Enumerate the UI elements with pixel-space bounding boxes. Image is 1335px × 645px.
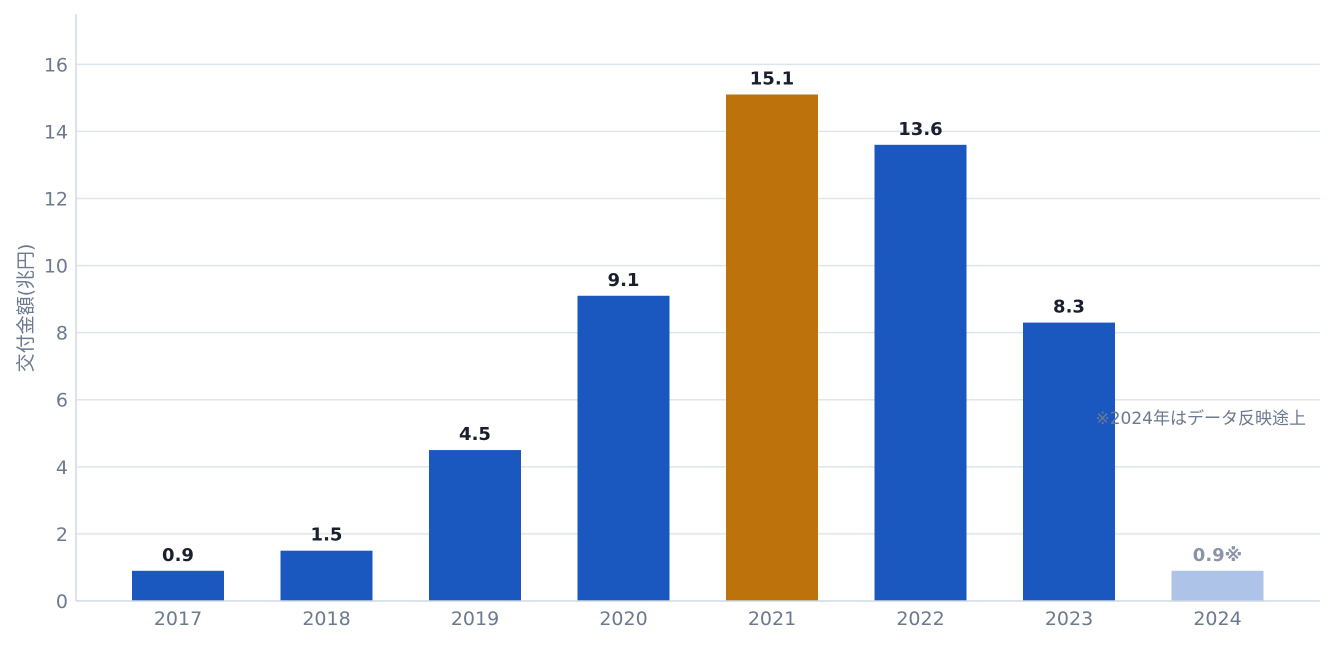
data-label-2023: 8.3 — [1053, 297, 1085, 318]
bar-2017 — [132, 570, 224, 601]
x-tick-label: 2023 — [1045, 608, 1093, 630]
y-tick-label: 10 — [44, 256, 68, 278]
bar-2019 — [429, 450, 521, 601]
y-tick-label: 16 — [44, 54, 68, 76]
annotation-note: ※2024年はデータ反映途上 — [1095, 408, 1306, 429]
x-tick-label: 2022 — [896, 608, 944, 630]
data-label-2018: 1.5 — [311, 525, 343, 546]
bars — [132, 94, 1264, 601]
x-axis-ticks: 2017 2018 2019 2020 2021 2022 2023 2024 — [154, 608, 1242, 630]
data-labels: 0.9 1.5 4.5 9.1 15.1 13.6 8.3 0.9※ — [162, 69, 1242, 566]
grid-lines — [76, 63, 1320, 535]
y-tick-label: 2 — [56, 524, 68, 546]
data-label-2020: 9.1 — [608, 270, 640, 291]
y-tick-label: 8 — [56, 323, 68, 345]
bar-2020 — [577, 295, 670, 601]
y-axis-ticks: 0 2 4 6 8 10 12 14 16 — [44, 54, 68, 613]
data-label-2022: 13.6 — [898, 119, 942, 140]
data-label-2019: 4.5 — [459, 424, 491, 445]
y-tick-label: 0 — [56, 591, 68, 613]
bar-2024 — [1171, 570, 1264, 601]
bar-2022 — [874, 144, 967, 601]
y-tick-label: 12 — [44, 188, 68, 210]
bar-2023 — [1023, 322, 1115, 601]
y-tick-label: 14 — [44, 121, 68, 143]
x-tick-label: 2019 — [451, 608, 499, 630]
data-label-2024: 0.9※ — [1193, 545, 1242, 566]
data-label-2017: 0.9 — [162, 545, 194, 566]
x-tick-label: 2018 — [302, 608, 350, 630]
bar-2018 — [280, 550, 373, 601]
x-tick-label: 2020 — [599, 608, 647, 630]
y-tick-label: 4 — [56, 457, 68, 479]
x-tick-label: 2024 — [1193, 608, 1241, 630]
x-tick-label: 2017 — [154, 608, 202, 630]
y-axis-label: 交付金額(兆円) — [15, 244, 37, 373]
x-tick-label: 2021 — [748, 608, 796, 630]
y-tick-label: 6 — [56, 390, 68, 412]
data-label-2021: 15.1 — [750, 69, 794, 90]
bar-2021 — [726, 94, 818, 601]
